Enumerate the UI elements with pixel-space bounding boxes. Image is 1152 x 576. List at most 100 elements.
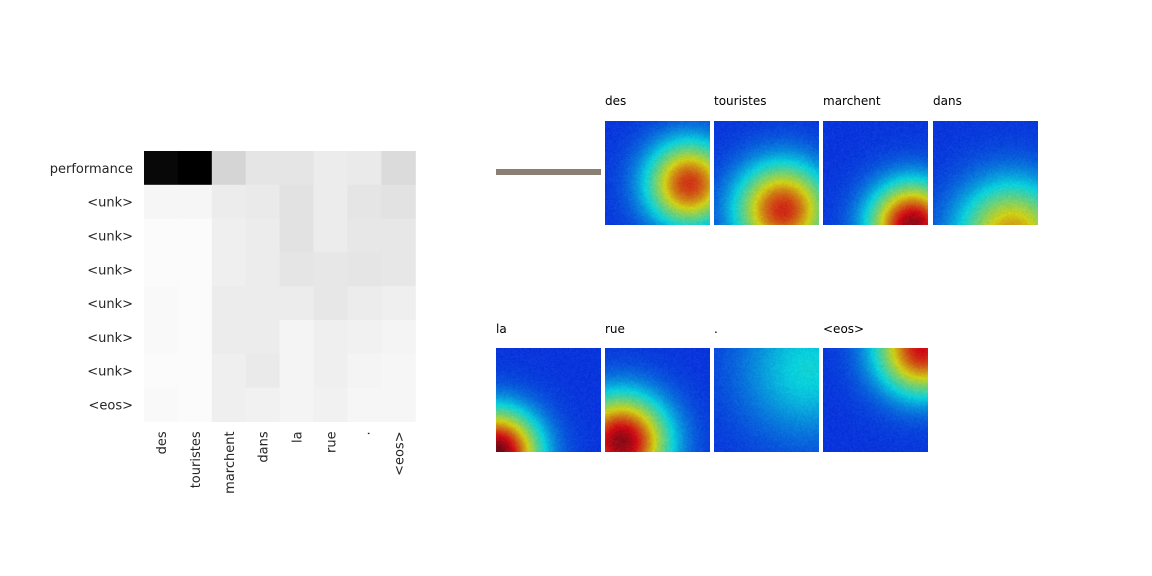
- heatmap-cell: [279, 252, 315, 287]
- x-tick-label: <eos>: [392, 431, 407, 476]
- x-tick-label: des: [155, 431, 170, 454]
- attention-map-title: marchent: [823, 94, 881, 108]
- attention-map-tile: [714, 121, 819, 225]
- heatmap-cell: [211, 252, 247, 287]
- attention-map-image: [605, 121, 710, 225]
- heatmap-cell: [313, 286, 348, 321]
- heatmap-cell: [279, 353, 315, 389]
- heatmap-cell: [381, 151, 416, 186]
- attention-map-tile: [496, 348, 601, 452]
- attention-map-title: rue: [605, 322, 625, 336]
- heatmap-cell: [381, 286, 416, 321]
- attention-map-image: [605, 348, 710, 452]
- heatmap-cell: [313, 252, 348, 287]
- heatmap-cell: [313, 387, 348, 422]
- attention-map-title: .: [714, 322, 718, 336]
- heatmap-cell: [177, 252, 213, 287]
- heatmap-cell: [279, 151, 315, 186]
- heatmap-cell: [279, 218, 315, 253]
- heatmap-cell: [144, 252, 179, 287]
- heatmap-cell: [144, 184, 179, 220]
- heatmap-cell: [245, 218, 281, 253]
- x-tick-label: rue: [324, 431, 339, 453]
- heatmap-cell: [347, 218, 382, 253]
- heatmap-cell: [245, 184, 281, 220]
- heatmap-cell: [347, 387, 382, 422]
- attention-map-title: dans: [933, 94, 962, 108]
- y-tick-label: <unk>: [87, 297, 133, 312]
- heatmap-cell: [381, 184, 416, 220]
- attention-map-image: [823, 348, 928, 452]
- y-tick-label: <unk>: [87, 331, 133, 346]
- heatmap-cell: [211, 184, 247, 220]
- y-tick-label: <unk>: [87, 263, 133, 278]
- heatmap-cell: [381, 252, 416, 287]
- attention-map-tile: [823, 348, 928, 452]
- heatmap-cell: [245, 286, 281, 321]
- heatmap-cell: [245, 151, 281, 186]
- heatmap-cell: [177, 184, 213, 220]
- y-tick-label: performance: [50, 162, 133, 177]
- heatmap-cell: [177, 286, 213, 321]
- y-tick-label: <unk>: [87, 196, 133, 211]
- attention-map-title: <eos>: [823, 322, 865, 336]
- heatmap-cell: [177, 151, 213, 186]
- attention-map-tile: [823, 121, 928, 225]
- y-tick-label: <unk>: [87, 230, 133, 245]
- heatmap-cell: [144, 353, 179, 389]
- heatmap-cell: [177, 353, 213, 389]
- x-tick-label: dans: [257, 431, 272, 462]
- attention-map-title: la: [496, 322, 507, 336]
- heatmap-cell: [211, 320, 247, 355]
- heatmap-cell: [313, 353, 348, 389]
- heatmap-cell: [211, 387, 247, 422]
- heatmap-cell: [279, 184, 315, 220]
- heatmap-cell: [347, 320, 382, 355]
- heatmap-cell: [144, 320, 179, 355]
- heatmap-cell: [381, 218, 416, 253]
- heatmap-cell: [279, 387, 315, 422]
- heatmap-cell: [211, 151, 247, 186]
- heatmap-cell: [177, 218, 213, 253]
- heatmap-cell: [279, 320, 315, 355]
- heatmap-cell: [347, 184, 382, 220]
- heatmap-cell: [381, 387, 416, 422]
- heatmap-cell: [144, 286, 179, 321]
- source-image-bar: [496, 169, 601, 175]
- heatmap-cell: [144, 387, 179, 422]
- heatmap-cell: [144, 218, 179, 253]
- heatmap-cell: [313, 151, 348, 186]
- heatmap-cell: [381, 320, 416, 355]
- heatmap-cell: [381, 353, 416, 389]
- heatmap-cell: [245, 320, 281, 355]
- heatmap-cell: [144, 151, 179, 186]
- y-tick-label: <eos>: [88, 399, 133, 414]
- attention-map-tile: [605, 348, 710, 452]
- attention-map-tile: [933, 121, 1038, 225]
- heatmap-cell: [245, 252, 281, 287]
- heatmap-cell: [177, 387, 213, 422]
- attention-map-image: [714, 348, 819, 452]
- attention-map-title: touristes: [714, 94, 767, 108]
- heatmap-cell: [313, 218, 348, 253]
- heatmap-cell: [245, 387, 281, 422]
- attention-map-tile: [714, 348, 819, 452]
- attention-map-image: [933, 121, 1038, 225]
- heatmap-cell: [177, 320, 213, 355]
- heatmap-cell: [313, 184, 348, 220]
- heatmap-cell: [347, 151, 382, 186]
- heatmap-cell: [245, 353, 281, 389]
- heatmap-cell: [313, 320, 348, 355]
- heatmap-cell: [347, 252, 382, 287]
- attention-heatmap: performance <unk> <unk> <unk> <unk> <unk> <unk…: [50, 151, 416, 494]
- heatmap-cell: [347, 286, 382, 321]
- y-tick-label: <unk>: [87, 365, 133, 380]
- attention-map-image: [714, 121, 819, 225]
- attention-map-image: [823, 121, 928, 225]
- x-tick-label: marchent: [223, 431, 238, 493]
- x-tick-label: .: [358, 431, 373, 435]
- x-tick-label: la: [291, 431, 306, 443]
- x-tick-label: touristes: [189, 431, 204, 488]
- attention-map-title: des: [605, 94, 627, 108]
- attention-map-tile: [605, 121, 710, 225]
